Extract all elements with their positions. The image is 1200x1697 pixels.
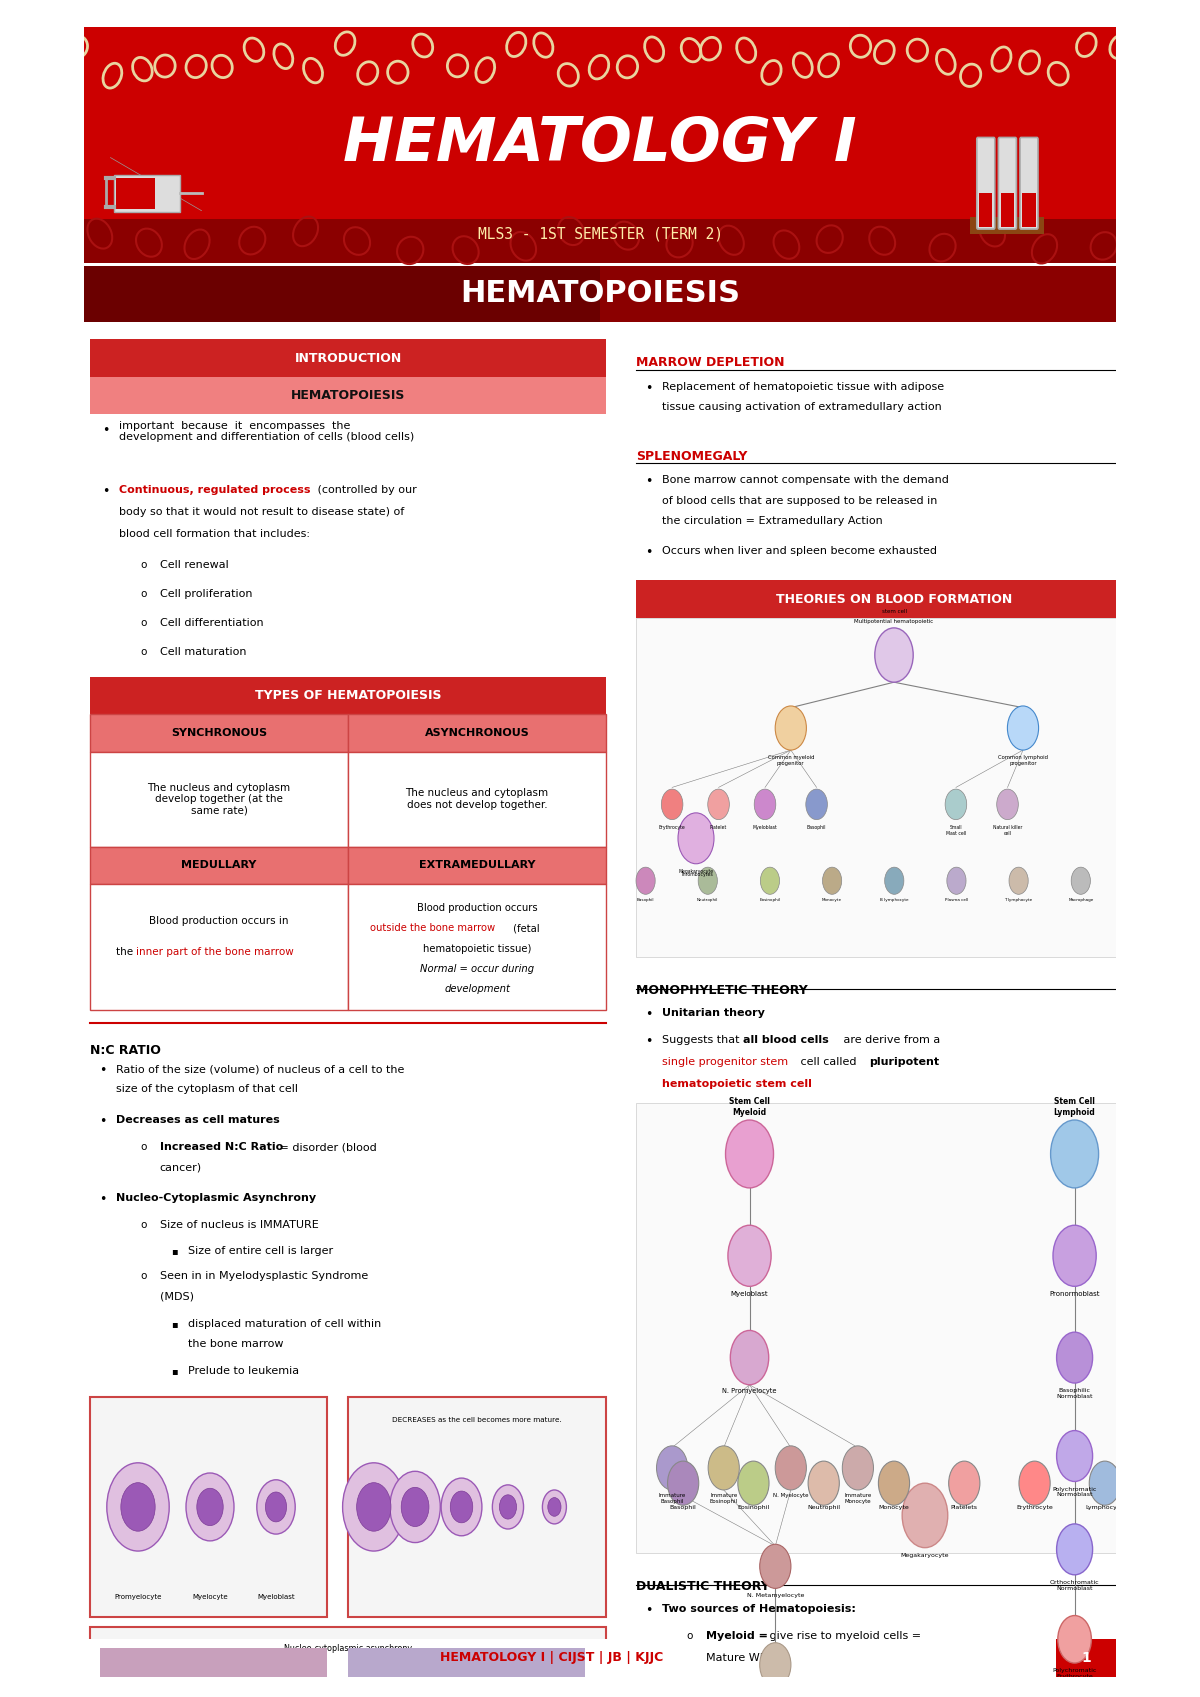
Text: •: • [646,1008,653,1022]
FancyBboxPatch shape [348,1397,606,1617]
Text: Cell differentiation: Cell differentiation [160,618,263,628]
Text: Myeloblast: Myeloblast [731,1291,768,1298]
Text: Decreases as cell matures: Decreases as cell matures [116,1115,280,1125]
Text: ▪: ▪ [172,1319,179,1329]
Text: •: • [646,475,653,489]
Text: Myeloid: Myeloid [732,1108,767,1117]
Text: •: • [100,1064,107,1078]
Circle shape [731,1330,769,1385]
Text: Orthochromatic
Normoblast: Orthochromatic Normoblast [1050,1580,1099,1590]
FancyBboxPatch shape [0,1677,1200,1697]
Text: Common myeloid
progenitor: Common myeloid progenitor [768,755,814,765]
Text: INTRODUCTION: INTRODUCTION [294,351,402,365]
Circle shape [775,1446,806,1490]
FancyBboxPatch shape [114,175,180,212]
Text: size of the cytoplasm of that cell: size of the cytoplasm of that cell [116,1084,299,1095]
Circle shape [667,1461,698,1505]
Text: N:C RATIO: N:C RATIO [90,1044,161,1057]
Circle shape [492,1485,523,1529]
Text: stem cell: stem cell [882,609,906,614]
Text: Immature
Basophil: Immature Basophil [659,1493,685,1504]
Text: Thrombocytes: Thrombocytes [679,872,713,877]
Circle shape [946,789,967,820]
FancyBboxPatch shape [90,1397,328,1617]
Text: Prelude to leukemia: Prelude to leukemia [188,1366,300,1376]
Text: pluripotent: pluripotent [869,1057,938,1067]
FancyBboxPatch shape [977,137,995,229]
Circle shape [356,1483,391,1531]
Text: Two sources of Hematopoiesis:: Two sources of Hematopoiesis: [662,1604,857,1614]
Text: ▪: ▪ [718,1678,725,1689]
Text: o: o [140,1220,146,1230]
Text: Small
Mast cell: Small Mast cell [946,825,966,835]
Text: HEMATOLOGY I: HEMATOLOGY I [343,115,857,173]
Text: Basophil: Basophil [637,898,654,901]
Circle shape [949,1461,980,1505]
Circle shape [450,1492,473,1522]
Text: Unitarian theory: Unitarian theory [662,1008,766,1018]
Text: MARROW DEPLETION: MARROW DEPLETION [636,356,785,370]
Text: ASYNCHRONOUS: ASYNCHRONOUS [425,728,529,738]
Text: Replacement of hematopoietic tissue with adipose: Replacement of hematopoietic tissue with… [662,382,944,392]
Text: Myelocyte: Myelocyte [192,1593,228,1600]
FancyBboxPatch shape [90,377,606,414]
Text: MEDULLARY: MEDULLARY [181,860,257,871]
FancyBboxPatch shape [90,884,348,1010]
Circle shape [257,1480,295,1534]
Circle shape [1056,1431,1092,1481]
Text: DUALISTIC THEORY: DUALISTIC THEORY [636,1580,769,1593]
Text: •: • [646,382,653,395]
Text: N. Metamyelocyte: N. Metamyelocyte [746,1593,804,1599]
Text: o: o [140,618,146,628]
Text: 1: 1 [1081,1651,1091,1665]
Text: SYNCHRONOUS: SYNCHRONOUS [170,728,268,738]
Text: Mature WBCs: Mature WBCs [706,1653,780,1663]
Circle shape [902,1483,948,1548]
Text: Megakaryocyte: Megakaryocyte [678,869,714,874]
Circle shape [678,813,714,864]
FancyBboxPatch shape [0,0,84,1697]
Circle shape [121,1483,155,1531]
Text: Myeloblast: Myeloblast [257,1593,295,1600]
Text: N. Band: N. Band [763,1690,787,1695]
FancyBboxPatch shape [84,219,1116,263]
Text: THEORIES ON BLOOD FORMATION: THEORIES ON BLOOD FORMATION [776,592,1012,606]
Text: Seen in in Myelodysplastic Syndrome: Seen in in Myelodysplastic Syndrome [160,1271,368,1281]
FancyBboxPatch shape [998,137,1016,229]
FancyBboxPatch shape [90,1627,606,1697]
Text: Normal = occur during: Normal = occur during [420,964,534,974]
FancyBboxPatch shape [1020,137,1038,229]
Circle shape [107,1463,169,1551]
Circle shape [343,1463,406,1551]
Text: o: o [140,560,146,570]
Text: Neutrophil: Neutrophil [808,1505,840,1510]
Text: Pronormoblast: Pronormoblast [1049,1291,1100,1298]
Circle shape [708,789,730,820]
Text: of blood cells that are supposed to be released in: of blood cells that are supposed to be r… [662,496,937,506]
Text: Platelets: Platelets [950,1505,978,1510]
FancyBboxPatch shape [90,847,348,884]
Circle shape [755,789,776,820]
Text: Promyelocyte: Promyelocyte [114,1593,162,1600]
Circle shape [390,1471,440,1543]
Text: EXTRAMEDULLARY: EXTRAMEDULLARY [419,860,535,871]
Text: Lymphocyte: Lymphocyte [1086,1505,1124,1510]
Circle shape [656,1446,688,1490]
Circle shape [760,1643,791,1687]
Text: Nucleo-cytoplasmic asynchrony: Nucleo-cytoplasmic asynchrony [284,1644,412,1653]
Circle shape [708,1446,739,1490]
Text: give rise to myeloid cells =: give rise to myeloid cells = [766,1631,920,1641]
Circle shape [1009,867,1028,894]
Text: important  because  it  encompasses  the
development and differentiation of cell: important because it encompasses the dev… [119,421,414,443]
Text: •: • [646,546,653,560]
Text: Blood production occurs: Blood production occurs [416,903,538,913]
Text: (fetal: (fetal [510,923,540,933]
Text: Common lymphoid
progenitor: Common lymphoid progenitor [998,755,1048,765]
Text: Basophil: Basophil [806,825,827,830]
FancyBboxPatch shape [1022,193,1036,227]
Text: Basophilic
Normoblast: Basophilic Normoblast [1056,1388,1093,1398]
FancyBboxPatch shape [636,1103,1152,1553]
Circle shape [761,867,780,894]
Circle shape [1072,867,1091,894]
